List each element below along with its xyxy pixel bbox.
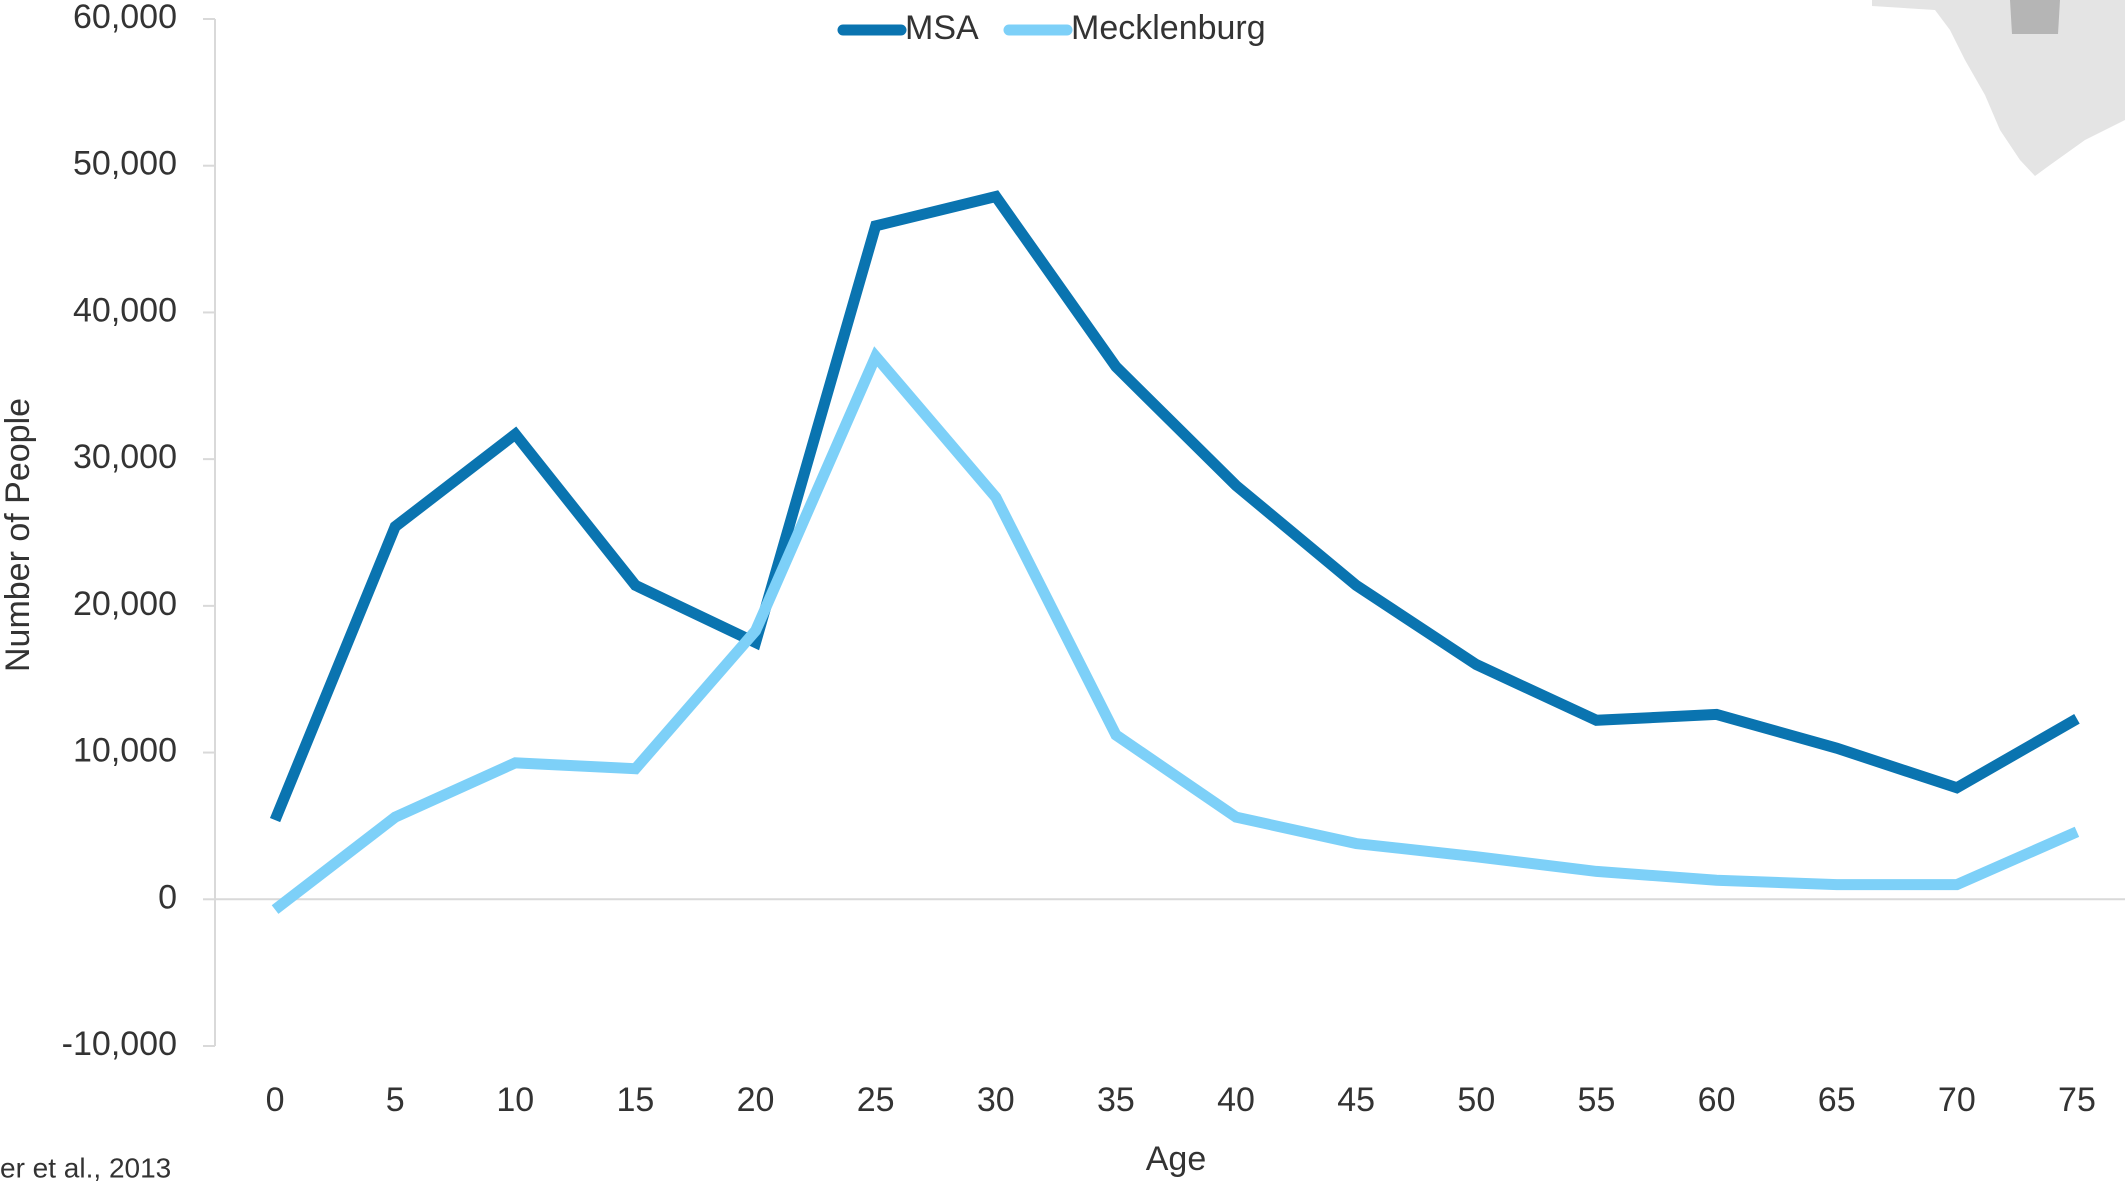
- x-tick-label: 40: [1217, 1081, 1255, 1119]
- x-tick-label: 10: [496, 1081, 534, 1119]
- x-tick-label: 65: [1818, 1081, 1856, 1119]
- legend-label: Mecklenburg: [1071, 9, 1266, 47]
- x-tick-label: 35: [1097, 1081, 1135, 1119]
- y-tick-label: 50,000: [73, 145, 177, 183]
- y-tick-label: 40,000: [73, 291, 177, 329]
- x-tick-label: 50: [1457, 1081, 1495, 1119]
- x-tick-label: 20: [737, 1081, 775, 1119]
- x-tick-label: 30: [977, 1081, 1015, 1119]
- legend-label: MSA: [905, 9, 979, 47]
- x-tick-label: 5: [386, 1081, 405, 1119]
- x-tick-label: 45: [1337, 1081, 1375, 1119]
- series-line: [271, 346, 2080, 914]
- map-decoration: [1872, 0, 2125, 176]
- x-tick-label: 55: [1578, 1081, 1616, 1119]
- y-tick-label: 20,000: [73, 585, 177, 623]
- x-tick-label: 25: [857, 1081, 895, 1119]
- x-tick-label: 0: [266, 1081, 285, 1119]
- y-tick-label: 0: [158, 878, 177, 916]
- x-axis-label: Age: [1146, 1140, 1207, 1178]
- y-axis-label: Number of People: [0, 398, 37, 672]
- x-tick-label: 70: [1938, 1081, 1976, 1119]
- y-tick-label: 30,000: [73, 438, 177, 476]
- x-tick-label: 75: [2058, 1081, 2096, 1119]
- series-line: [269, 190, 2080, 823]
- y-tick-label: 60,000: [73, 0, 177, 36]
- x-tick-label: 15: [617, 1081, 655, 1119]
- x-tick-label: 60: [1698, 1081, 1736, 1119]
- source-note: er et al., 2013: [0, 1152, 171, 1182]
- map-highlight: [2010, 0, 2060, 34]
- y-tick-label: 10,000: [73, 732, 177, 770]
- y-tick-label: -10,000: [62, 1025, 177, 1063]
